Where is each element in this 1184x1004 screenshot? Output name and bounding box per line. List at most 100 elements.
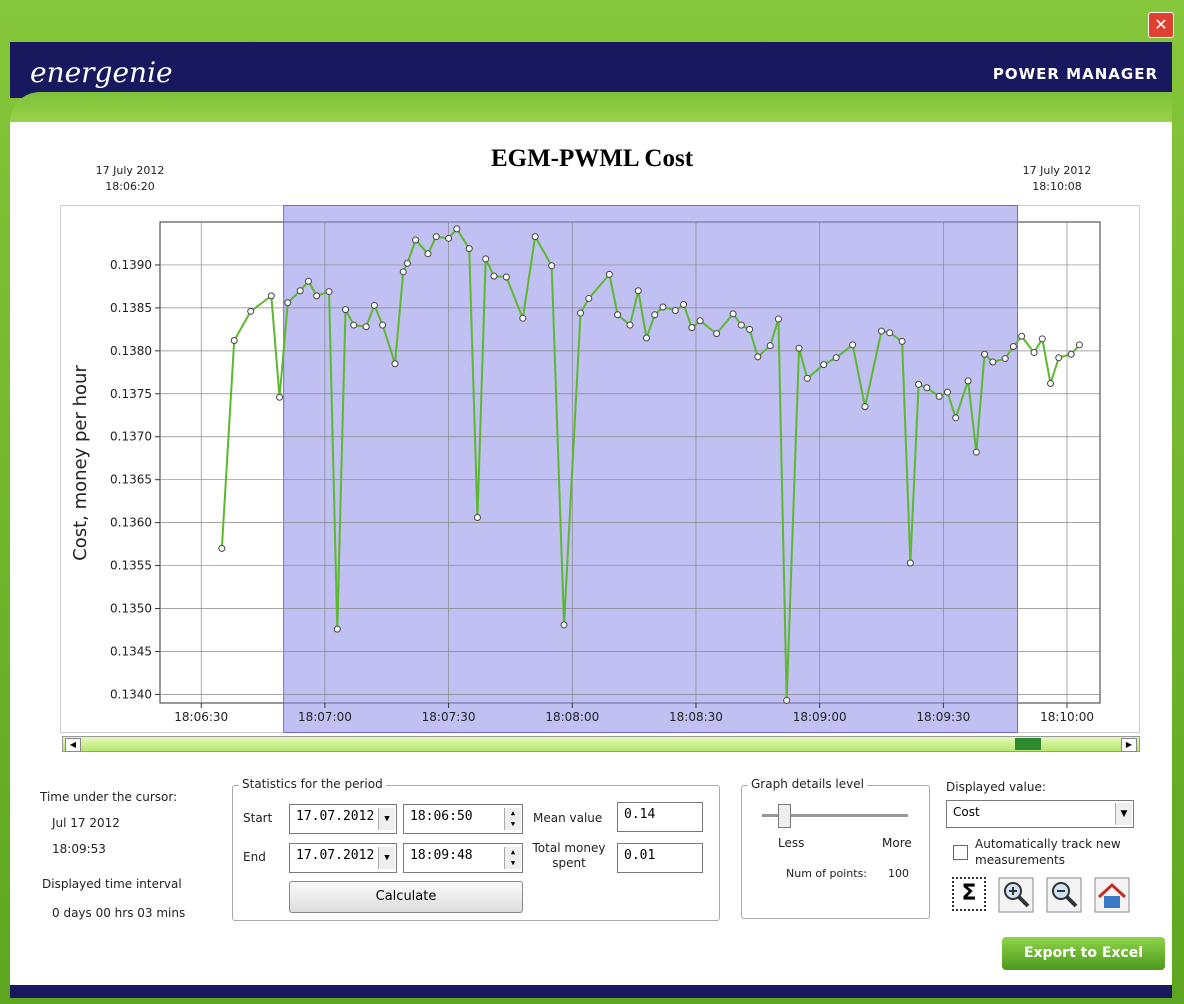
scroll-thumb[interactable] bbox=[1015, 738, 1041, 750]
y-tick-label: 0.1360 bbox=[110, 516, 152, 530]
data-point bbox=[713, 330, 721, 338]
x-tick-label: 18:06:30 bbox=[174, 710, 228, 724]
chart-title: EGM-PWML Cost bbox=[490, 145, 694, 172]
slider-track bbox=[762, 814, 908, 817]
data-point bbox=[651, 311, 659, 319]
data-point bbox=[325, 288, 333, 296]
more-label: More bbox=[882, 836, 912, 850]
data-point bbox=[313, 292, 321, 300]
scroll-left[interactable]: ◀ bbox=[65, 738, 81, 752]
data-point bbox=[519, 314, 527, 322]
end-date-value: 17.07.2012 bbox=[296, 848, 375, 863]
data-point bbox=[296, 287, 304, 295]
group-title: Statistics for the period bbox=[239, 777, 386, 791]
total-value-field[interactable]: 0.01 bbox=[617, 843, 703, 873]
data-point bbox=[585, 294, 593, 302]
product-name: POWER MANAGER bbox=[992, 65, 1158, 83]
data-point bbox=[560, 621, 568, 629]
data-point bbox=[304, 277, 312, 285]
dropdown-arrow[interactable]: ▼ bbox=[378, 847, 395, 869]
data-point bbox=[820, 361, 828, 369]
data-point bbox=[832, 354, 840, 362]
close-button[interactable]: ✕ bbox=[1148, 12, 1174, 38]
data-point bbox=[680, 300, 688, 308]
mean-value-field[interactable]: 0.14 bbox=[617, 802, 703, 832]
data-point bbox=[671, 306, 679, 314]
data-point bbox=[972, 448, 980, 456]
start-label: Start bbox=[243, 811, 273, 825]
data-point bbox=[1001, 355, 1009, 363]
mean-value: 0.14 bbox=[624, 807, 656, 822]
start-time-spinner[interactable]: 18:06:50 ▲ ▼ bbox=[403, 804, 523, 834]
data-point bbox=[964, 377, 972, 385]
data-point bbox=[1030, 349, 1038, 357]
x-tick-label: 18:08:00 bbox=[545, 710, 599, 724]
data-point bbox=[218, 544, 226, 552]
data-point bbox=[952, 414, 960, 422]
selection-region bbox=[283, 205, 1019, 733]
data-point bbox=[1055, 354, 1063, 362]
data-point bbox=[247, 307, 255, 315]
dropdown-arrow[interactable]: ▼ bbox=[378, 808, 395, 830]
start-date-picker[interactable]: 17.07.2012 ▼ bbox=[289, 804, 397, 834]
data-point bbox=[548, 262, 556, 270]
zoom-out-button[interactable] bbox=[1046, 877, 1082, 913]
end-date: 17 July 2012 bbox=[1022, 164, 1092, 177]
end-date-picker[interactable]: 17.07.2012 ▼ bbox=[289, 843, 397, 873]
zoom-in-button[interactable] bbox=[998, 877, 1034, 913]
y-tick-label: 0.1390 bbox=[110, 258, 152, 272]
data-point bbox=[370, 301, 378, 309]
y-tick-label: 0.1365 bbox=[110, 473, 152, 487]
home-button[interactable] bbox=[1094, 877, 1130, 913]
spin-buttons[interactable]: ▲ ▼ bbox=[504, 808, 521, 830]
export-button[interactable]: Export to Excel bbox=[1002, 937, 1165, 970]
data-point bbox=[502, 273, 510, 281]
data-point bbox=[445, 234, 453, 242]
data-point bbox=[276, 393, 284, 401]
less-label: Less bbox=[778, 836, 805, 850]
data-point bbox=[989, 358, 997, 366]
y-tick-label: 0.1385 bbox=[110, 301, 152, 315]
y-tick-label: 0.1355 bbox=[110, 559, 152, 573]
data-point bbox=[490, 272, 498, 280]
data-point bbox=[412, 236, 420, 244]
track-checkbox[interactable] bbox=[953, 845, 968, 860]
data-point bbox=[1009, 343, 1017, 351]
sum-button[interactable]: Σ bbox=[952, 877, 986, 911]
data-point bbox=[284, 299, 292, 307]
header-band bbox=[10, 92, 1172, 122]
data-point bbox=[432, 233, 440, 241]
slider-thumb[interactable] bbox=[778, 804, 791, 828]
data-point bbox=[766, 342, 774, 350]
data-point bbox=[981, 350, 989, 358]
data-point bbox=[379, 321, 387, 329]
end-time-spinner[interactable]: 18:09:48 ▲ ▼ bbox=[403, 843, 523, 873]
displayed-value-select[interactable]: Cost ▼ bbox=[946, 800, 1134, 828]
x-tick-label: 18:07:30 bbox=[422, 710, 476, 724]
dropdown-arrow[interactable]: ▼ bbox=[1115, 803, 1132, 825]
details-group: Graph details level Less More Num of poi… bbox=[741, 777, 930, 919]
data-point bbox=[605, 270, 613, 278]
end-time: 18:10:08 bbox=[1032, 180, 1082, 193]
scroll-right[interactable]: ▶ bbox=[1121, 738, 1137, 752]
scrollbar[interactable]: ◀ ▶ bbox=[62, 736, 1140, 752]
data-point bbox=[531, 233, 539, 241]
interval-value: 0 days 00 hrs 03 mins bbox=[52, 906, 186, 920]
calculate-button[interactable]: Calculate bbox=[289, 881, 523, 913]
spin-buttons[interactable]: ▲ ▼ bbox=[504, 847, 521, 869]
total-label: Total money spent bbox=[532, 841, 606, 870]
data-point bbox=[399, 268, 407, 276]
y-tick-label: 0.1380 bbox=[110, 344, 152, 358]
data-point bbox=[614, 311, 622, 319]
data-point bbox=[861, 403, 869, 411]
data-point bbox=[943, 388, 951, 396]
group-title: Graph details level bbox=[748, 777, 867, 791]
start-date: 17 July 2012 bbox=[95, 164, 165, 177]
x-tick-label: 18:09:30 bbox=[916, 710, 970, 724]
data-point bbox=[746, 325, 754, 333]
data-point bbox=[774, 315, 782, 323]
data-point bbox=[333, 625, 341, 633]
cursor-date: Jul 17 2012 bbox=[52, 816, 120, 830]
y-tick-label: 0.1370 bbox=[110, 430, 152, 444]
interval-label: Displayed time interval bbox=[42, 877, 182, 891]
